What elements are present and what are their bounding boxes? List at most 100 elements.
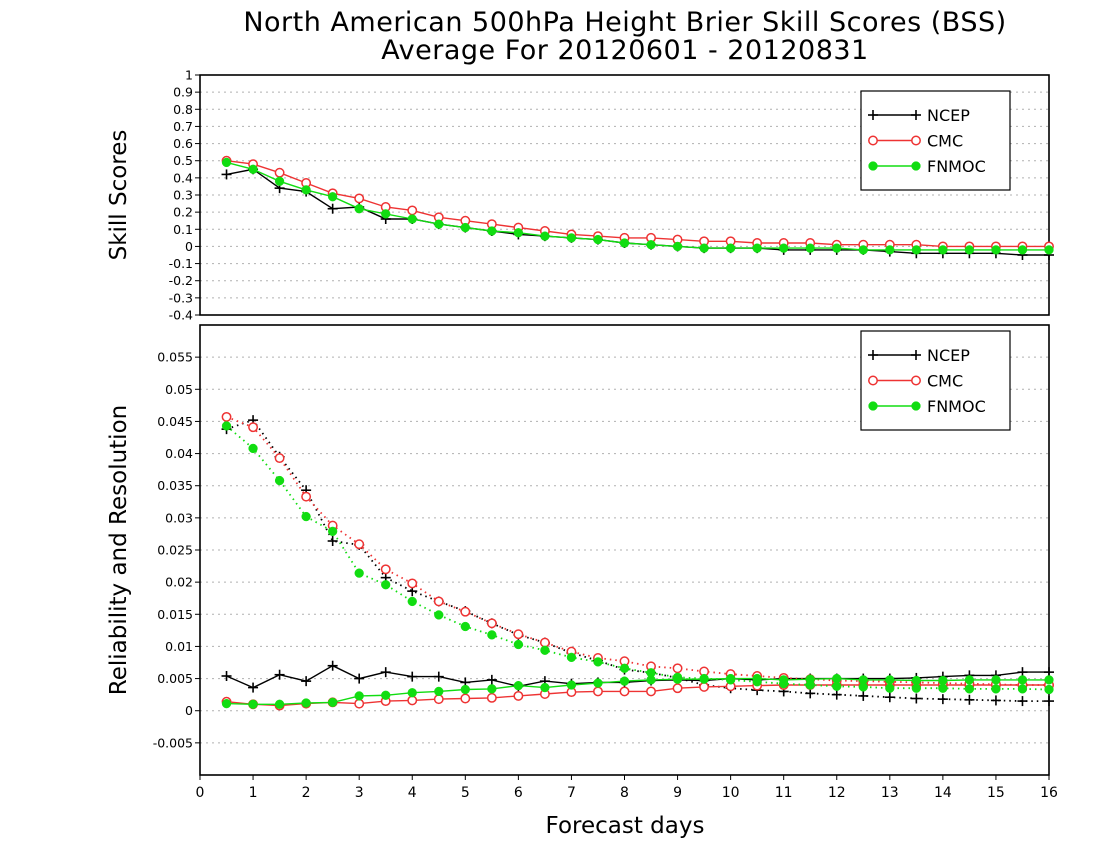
- data-point-filled-circle: [1044, 245, 1054, 255]
- data-point-plus: [248, 682, 259, 693]
- data-point-filled-circle: [619, 663, 630, 673]
- data-point-open-circle: [460, 693, 471, 704]
- data-point-plus: [964, 694, 975, 705]
- data-point-filled-circle: [885, 675, 895, 685]
- data-point-filled-circle: [274, 176, 285, 186]
- y-axis-title: Reliability and Resolution: [106, 405, 132, 695]
- data-point-filled-circle: [964, 675, 975, 685]
- data-point-filled-circle: [407, 596, 417, 607]
- y-tick-label: -0.005: [153, 735, 193, 750]
- data-point-filled-circle: [1017, 675, 1028, 685]
- data-point-filled-circle: [328, 526, 338, 537]
- x-tick-label: 12: [828, 785, 846, 801]
- y-tick-label: 0.7: [173, 119, 193, 134]
- data-point-filled-circle: [619, 676, 630, 686]
- data-point-open-circle: [868, 135, 878, 146]
- data-point-filled-circle: [487, 684, 497, 694]
- data-point-filled-circle: [434, 219, 444, 229]
- data-point-filled-circle: [434, 686, 444, 697]
- x-tick-label: 13: [881, 785, 899, 801]
- y-tick-label: 0: [185, 703, 193, 718]
- data-point-plus: [911, 693, 922, 704]
- data-point-filled-circle: [540, 231, 550, 241]
- data-point-filled-circle: [354, 204, 364, 214]
- data-point-filled-circle: [938, 683, 948, 693]
- data-point-filled-circle: [301, 511, 311, 522]
- data-point-filled-circle: [911, 245, 921, 255]
- data-point-filled-circle: [248, 443, 258, 454]
- data-point-filled-circle: [328, 192, 338, 202]
- data-point-filled-circle: [752, 677, 762, 687]
- data-point-open-circle: [433, 596, 444, 607]
- data-point-filled-circle: [1044, 675, 1054, 685]
- y-tick-label: 0.03: [165, 510, 193, 525]
- data-point-filled-circle: [991, 684, 1001, 694]
- data-point-filled-circle: [832, 243, 842, 253]
- data-point-plus: [884, 692, 895, 703]
- data-point-filled-circle: [354, 568, 364, 578]
- data-point-plus: [407, 671, 418, 682]
- y-tick-label: 0.1: [173, 222, 193, 237]
- data-point-plus: [805, 688, 816, 699]
- series-line: [226, 416, 1049, 686]
- data-point-open-circle: [868, 375, 878, 386]
- data-point-filled-circle: [434, 610, 444, 620]
- data-point-plus: [433, 671, 444, 682]
- data-point-plus: [858, 690, 869, 701]
- data-point-filled-circle: [858, 682, 868, 692]
- data-point-open-circle: [513, 629, 524, 640]
- legend-label: CMC: [927, 372, 963, 391]
- y-tick-label: 0: [185, 239, 193, 254]
- x-tick-label: 15: [987, 785, 1005, 801]
- y-tick-label: 0.035: [157, 478, 193, 493]
- x-tick-label: 16: [1040, 785, 1058, 801]
- x-tick-label: 4: [408, 785, 417, 801]
- data-point-filled-circle: [619, 238, 630, 248]
- data-point-filled-circle: [805, 680, 815, 690]
- data-point-open-circle: [433, 694, 444, 705]
- legend-item-ncep: NCEP: [868, 106, 970, 125]
- data-point-open-circle: [460, 606, 471, 617]
- data-point-filled-circle: [885, 245, 895, 255]
- data-point-plus: [327, 660, 338, 671]
- y-tick-label: 0.055: [157, 350, 193, 365]
- data-point-filled-circle: [779, 243, 789, 253]
- data-point-open-circle: [354, 539, 365, 550]
- data-point-filled-circle: [381, 580, 391, 590]
- data-point-filled-circle: [566, 680, 577, 690]
- data-point-open-circle: [699, 681, 710, 692]
- y-axis-title: Skill Scores: [106, 130, 132, 261]
- legend-label: CMC: [927, 132, 963, 151]
- data-point-filled-circle: [672, 241, 683, 252]
- data-point-filled-circle: [221, 698, 232, 709]
- data-point-plus: [327, 536, 338, 546]
- data-point-filled-circle: [1044, 684, 1054, 695]
- x-tick-label: 8: [620, 785, 629, 801]
- data-point-filled-circle: [381, 209, 391, 219]
- data-point-plus: [354, 673, 365, 684]
- x-tick-label: 14: [934, 785, 952, 801]
- data-point-filled-circle: [540, 645, 550, 655]
- legend-item-cmc: CMC: [868, 132, 963, 151]
- y-tick-label: 0.4: [173, 170, 193, 185]
- data-point-open-circle: [619, 686, 630, 697]
- data-point-plus: [327, 203, 338, 214]
- data-point-open-circle: [513, 690, 524, 701]
- y-tick-label: 0.02: [165, 575, 193, 590]
- data-point-filled-circle: [593, 657, 603, 667]
- y-tick-label: 0.8: [173, 102, 193, 117]
- x-tick-label: 11: [775, 785, 793, 801]
- legend: NCEP CMC FNMOC: [860, 330, 1011, 431]
- x-tick-label: 0: [196, 785, 205, 801]
- legend-item-ncep: NCEP: [868, 346, 970, 365]
- data-point-filled-circle: [911, 401, 921, 411]
- data-point-plus: [868, 350, 878, 360]
- data-point-filled-circle: [301, 185, 311, 195]
- data-point-filled-circle: [911, 161, 921, 171]
- data-point-filled-circle: [699, 243, 709, 253]
- y-tick-label: 0.3: [173, 188, 193, 203]
- series-cmc-dotted: [221, 411, 1054, 690]
- legend-item-fnmoc: FNMOC: [868, 157, 986, 176]
- data-point-plus: [937, 694, 948, 705]
- data-point-open-circle: [221, 411, 232, 422]
